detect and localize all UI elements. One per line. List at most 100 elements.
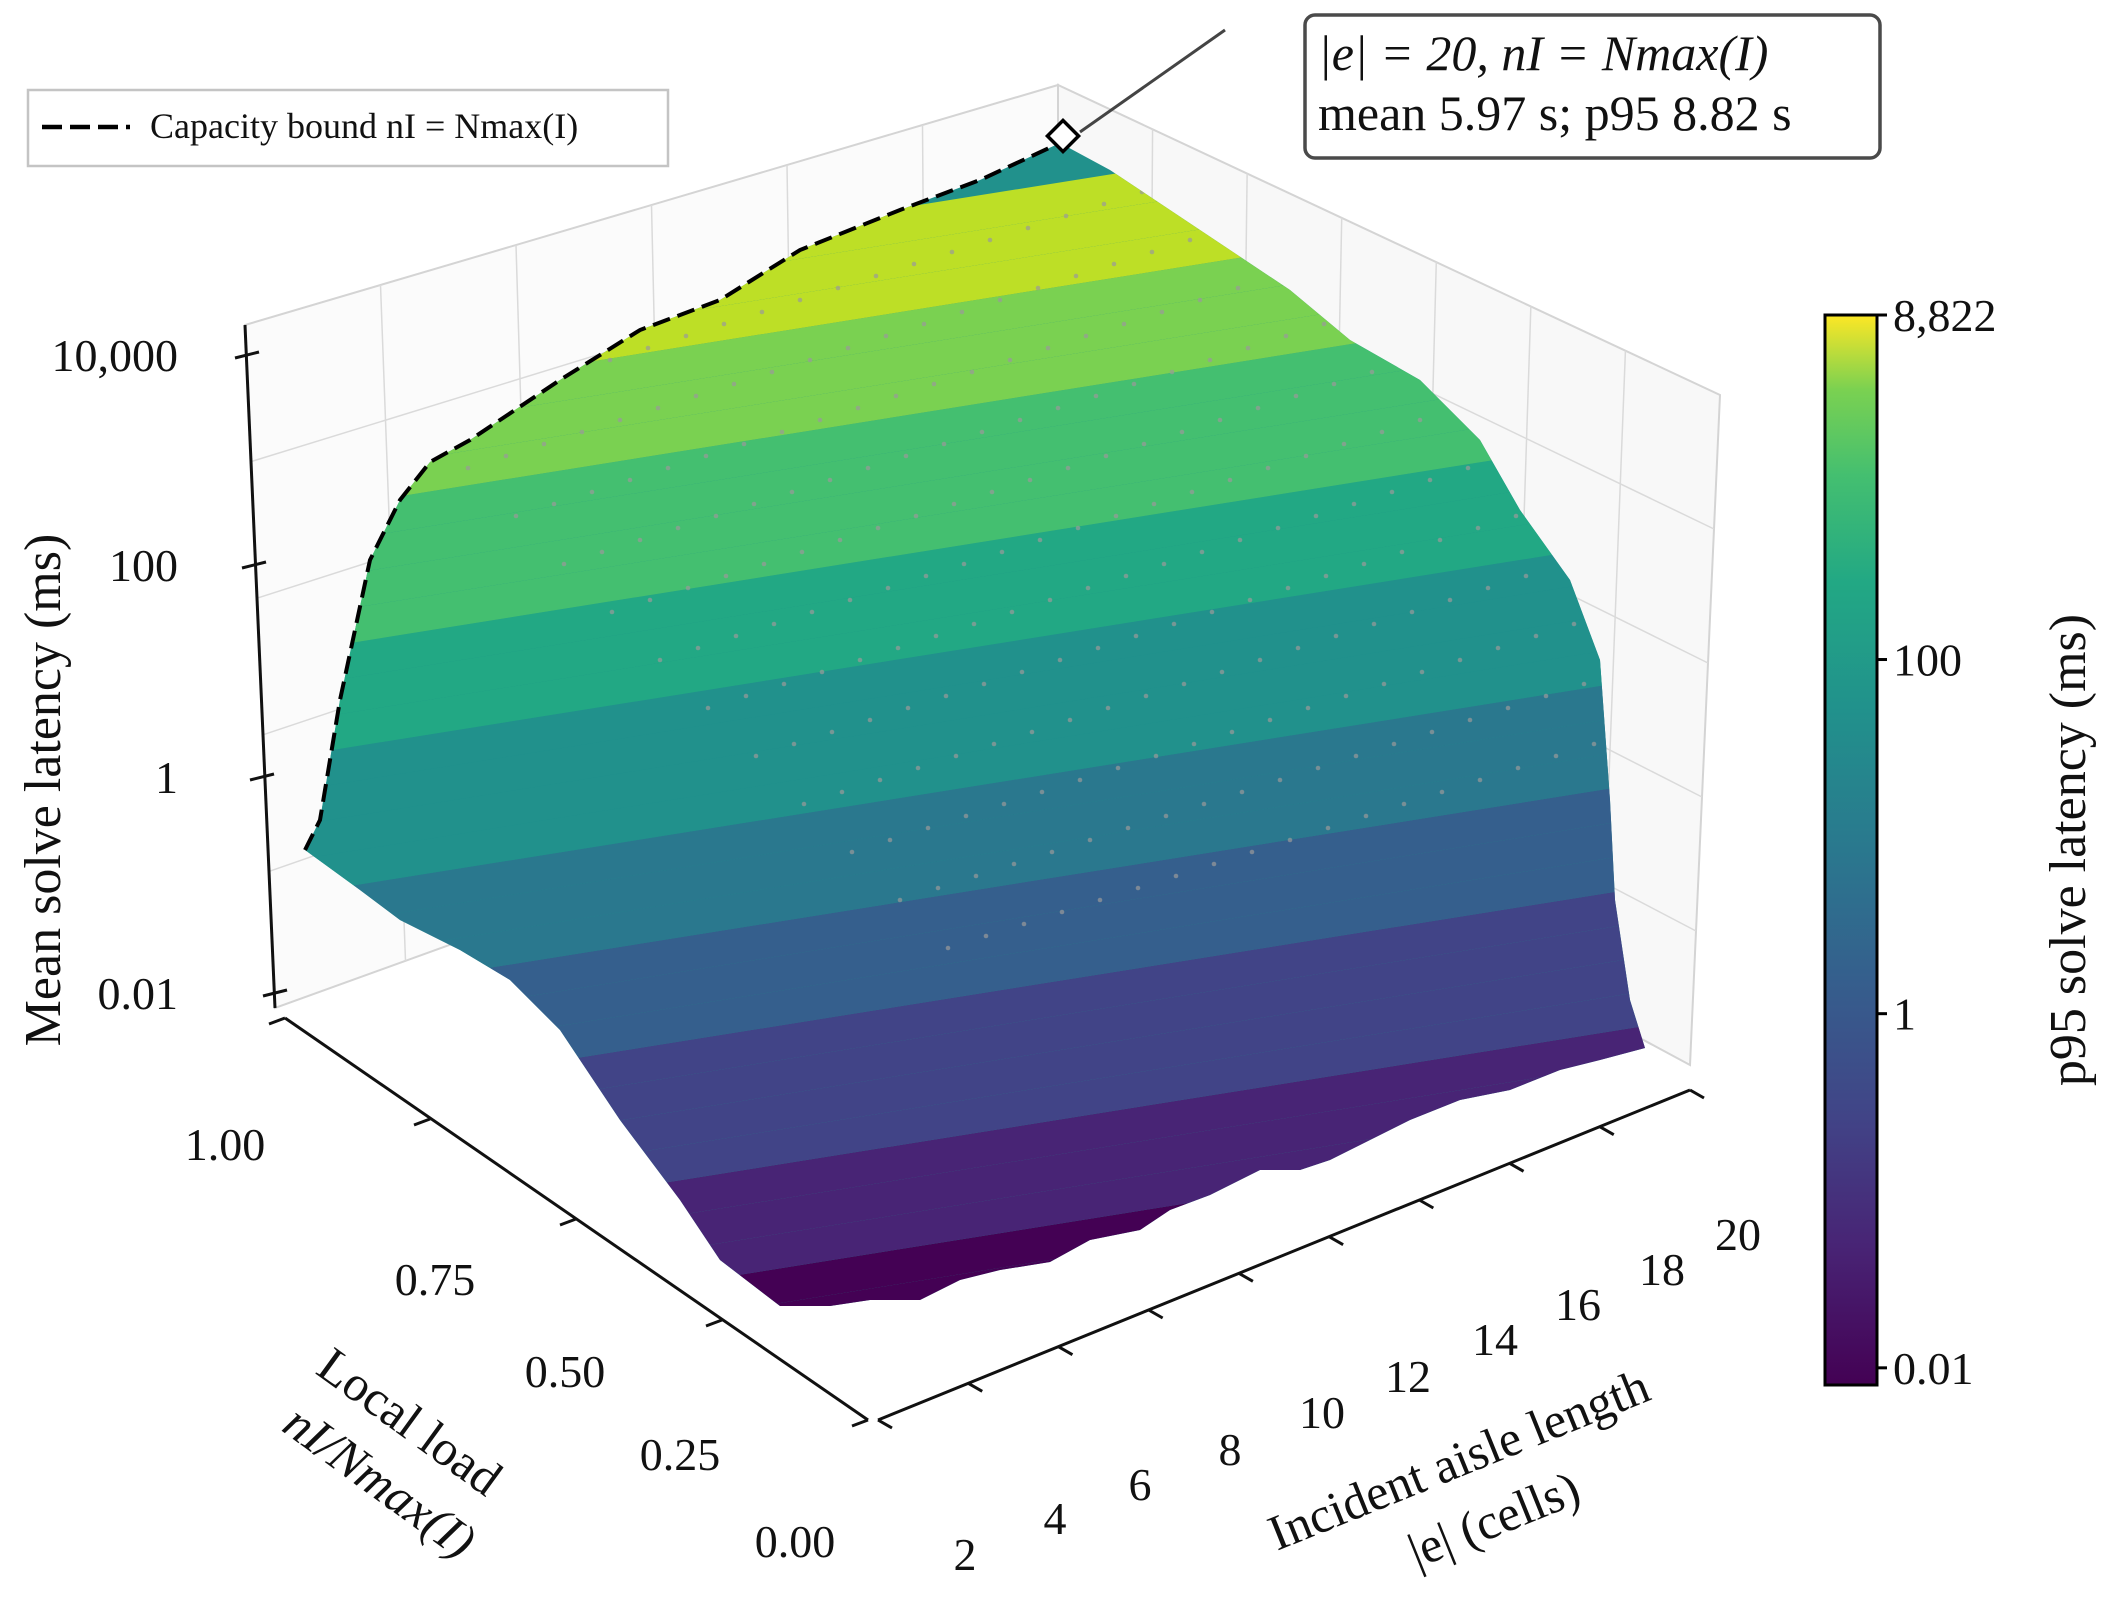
surface-sample-dot (1369, 369, 1375, 375)
x-tick-mark (1238, 1272, 1254, 1283)
x-tick-label: 12 (1385, 1351, 1431, 1402)
surface-sample-dot (1505, 705, 1511, 711)
surface-sample-dot (1073, 273, 1079, 279)
colorbar-label: p95 solve latency (ms) (2040, 614, 2097, 1086)
surface-sample-dot (1467, 717, 1473, 723)
surface-sample-dot (1417, 417, 1423, 423)
surface-sample-dot (989, 489, 995, 495)
surface-sample-dot (1501, 201, 1507, 207)
surface-sample-dot (1419, 669, 1425, 675)
x-tick-mark (1057, 1345, 1074, 1356)
surface-sample-dot (1591, 741, 1597, 747)
z-axis-ticks: 0.01 1 100 10,000 (52, 330, 288, 1019)
x-tick-label: 10 (1299, 1387, 1345, 1438)
surface-sample-dot (1087, 837, 1093, 843)
surface-sample-dot (1277, 777, 1283, 783)
surface-sample-dot (675, 525, 681, 531)
surface-sample-dot (931, 381, 937, 387)
z-tick-mark (262, 988, 288, 998)
surface-sample-dot (1169, 369, 1175, 375)
surface-sample-dot (761, 561, 767, 567)
surface-sample-dot (1515, 765, 1521, 771)
x-tick-label: 8 (1219, 1424, 1242, 1475)
surface-sample-dot (685, 585, 691, 591)
surface-sample-dot (1439, 789, 1445, 795)
surface-sample-dot (923, 573, 929, 579)
surface-sample-dot (1465, 465, 1471, 471)
surface-sample-dot (1323, 573, 1329, 579)
colorbar-tick-label: 0.01 (1893, 1343, 1974, 1394)
surface-sample-dot (1083, 333, 1089, 339)
x-tick-label: 2 (954, 1529, 977, 1580)
x-axis-ticks: 2 4 6 8 10 12 14 16 18 20 (877, 1088, 1761, 1580)
surface-sample-dot (1211, 861, 1217, 867)
legend-label: Capacity bound nI = Nmax(I) (150, 106, 578, 146)
surface-sample-dot (1123, 573, 1129, 579)
surface-sample-dot (1782, 682, 1787, 687)
surface-sample-dot (817, 417, 823, 423)
surface-sample-dot (1553, 753, 1559, 759)
surface-sample-dot (1473, 273, 1479, 279)
surface-sample-dot (733, 633, 739, 639)
surface-sample-dot (1257, 657, 1263, 663)
surface-sample-dot (1067, 717, 1073, 723)
surface-sample-dot (1253, 153, 1259, 159)
surface-sample-dot (1153, 753, 1159, 759)
surface-sample-dot (1115, 765, 1121, 771)
surface-sample-dot (933, 633, 939, 639)
surface-sample-dot (997, 297, 1003, 303)
surface-sample-dot (713, 513, 719, 519)
surface-sample-dot (1075, 525, 1081, 531)
y-tick-mark (851, 1418, 869, 1428)
surface-sample-dot (877, 777, 883, 783)
surface-sample-dot (941, 441, 947, 447)
surface-sample-dot (1381, 681, 1387, 687)
surface-sample-dot (561, 561, 567, 567)
surface-sample-dot (981, 681, 987, 687)
surface-sample-dot (935, 885, 941, 891)
surface-sample-dot (655, 405, 661, 411)
surface-sample-dot (1377, 177, 1383, 183)
surface-sample-dot (759, 309, 765, 315)
surface-sample-dot (645, 345, 651, 351)
surface-sample-dot (921, 321, 927, 327)
surface-sample-dot (1399, 549, 1405, 555)
surface-sample-dot (925, 825, 931, 831)
surface-sample-dot (961, 561, 967, 567)
surface-sample-dot (1800, 550, 1805, 555)
surface-sample-dot (1415, 165, 1421, 171)
y-axis-line (284, 1016, 869, 1422)
surface-sample-dot (883, 333, 889, 339)
surface-band (305, 565, 1645, 841)
surface-sample-dot (1111, 261, 1117, 267)
surface-sample-dot (1187, 237, 1193, 243)
surface-sample-dot (1549, 249, 1555, 255)
surface-sample-dot (857, 657, 863, 663)
surface-sample-dot (1135, 885, 1141, 891)
surface-sample-dot (979, 429, 985, 435)
colorbar: 0.01 1 100 8,822 p95 solve latency (ms) (1823, 290, 2097, 1394)
surface-sample-dot (1597, 297, 1603, 303)
surface-sample-dot (839, 789, 845, 795)
surface-band (305, 670, 1645, 945)
surface-sample-dot (1173, 873, 1179, 879)
surface-sample-dot (1646, 346, 1651, 351)
surface-sample-dot (1097, 897, 1103, 903)
surface-sample-dot (1065, 465, 1071, 471)
surface-sample-dot (1305, 705, 1311, 711)
legend-box (26, 88, 670, 168)
surface-sample-dot (769, 369, 775, 375)
surface-sample-dot (1249, 849, 1255, 855)
surface-band (305, 288, 1645, 563)
surface-sample-dot (971, 621, 977, 627)
surface-sample-dot (1972, 622, 1977, 627)
surface-sample-dot (1780, 430, 1785, 435)
surface-sample-dot (657, 657, 663, 663)
surface-sample-dot (1113, 513, 1119, 519)
x-tick-mark (877, 1418, 893, 1430)
x-tick-label: 16 (1555, 1279, 1601, 1330)
surface-sample-dot (1924, 574, 1929, 579)
surface-sample-dot (723, 573, 729, 579)
surface-sample-dot (1143, 693, 1149, 699)
surface-sample-dot (1235, 285, 1241, 291)
